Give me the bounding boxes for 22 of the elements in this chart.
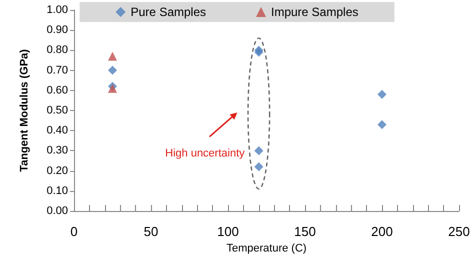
y-tick-label: 0.00 xyxy=(46,205,68,217)
x-tick-label: 0 xyxy=(70,224,78,239)
y-tick-label: 0.90 xyxy=(46,24,68,36)
x-tick-label: 50 xyxy=(144,224,158,239)
y-tick-label: 0.60 xyxy=(46,84,68,96)
x-tick-label: 100 xyxy=(217,224,239,239)
y-tick-label: 0.30 xyxy=(46,144,68,157)
y-tick-label: 0.80 xyxy=(46,44,68,56)
y-tick-label: 0.50 xyxy=(46,104,68,116)
x-axis-title: Temperature (C) xyxy=(226,242,307,254)
annotation: High uncertainty xyxy=(165,148,246,160)
legend-label: Impure Samples xyxy=(271,5,358,19)
x-tick-label: 200 xyxy=(371,224,393,239)
y-tick-label: 0.10 xyxy=(46,184,68,197)
y-tick-label: 1.00 xyxy=(46,4,68,16)
y-tick-label: 0.40 xyxy=(46,124,68,137)
x-tick-label: 150 xyxy=(294,224,316,239)
y-tick-label: 0.70 xyxy=(46,64,68,76)
y-axis-title: Tangent Modulus (GPa) xyxy=(18,48,30,172)
legend-label: Pure Samples xyxy=(130,5,206,19)
x-tick-label: 250 xyxy=(448,224,470,239)
y-tick-label: 0.20 xyxy=(46,164,68,177)
